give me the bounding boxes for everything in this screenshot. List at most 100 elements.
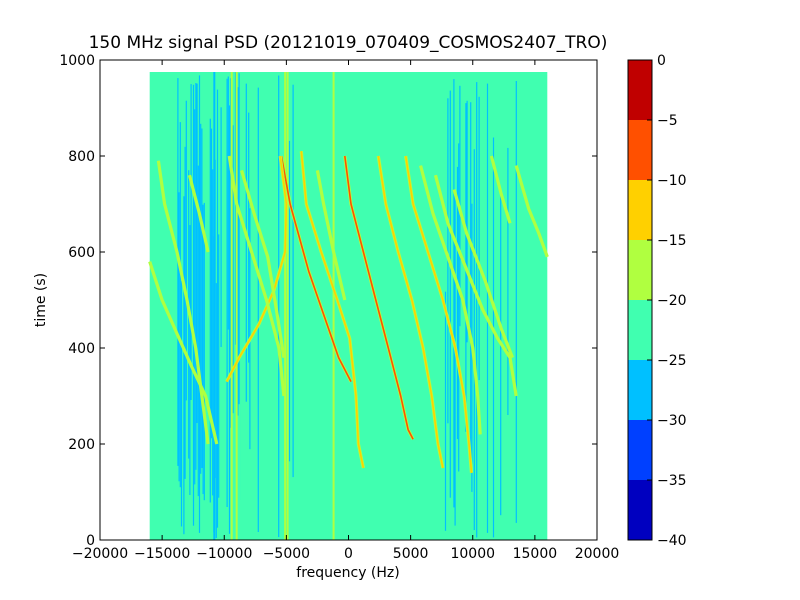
heatmap-streak	[257, 87, 259, 532]
heatmap-streak	[232, 125, 234, 414]
heatmap-streak	[453, 79, 455, 508]
heatmap-streak	[196, 83, 198, 423]
heatmap-streak	[449, 90, 451, 498]
y-tick-label: 1000	[59, 53, 95, 69]
heatmap-streak	[515, 81, 517, 523]
y-tick-label: 200	[68, 437, 95, 453]
heatmap-streak	[198, 75, 201, 533]
heatmap-streak	[179, 122, 181, 488]
doppler-trace	[240, 170, 285, 358]
heatmap-streak	[226, 78, 228, 507]
heatmap-streak	[500, 189, 502, 516]
doppler-trace	[157, 160, 209, 445]
doppler-trace	[300, 151, 365, 469]
colorbar-tick-label: 0	[657, 53, 666, 69]
heatmap-streak	[195, 83, 197, 470]
heatmap-streak	[180, 280, 183, 527]
doppler-trace	[228, 155, 285, 397]
heatmap-streak	[190, 84, 192, 400]
heatmap-streak	[183, 196, 185, 535]
doppler-trace	[515, 165, 549, 258]
doppler-trace	[404, 155, 473, 473]
colorbar-tick-label: −5	[657, 113, 678, 129]
colorbar-swatch	[628, 300, 652, 360]
heatmap-streak	[202, 204, 204, 495]
doppler-trace	[148, 261, 218, 445]
x-axis-ticks: −20000 −15000 −10000 −5000 0 5000 10000 15000 20…	[72, 60, 619, 562]
heatmap-streak	[200, 123, 202, 474]
y-tick-label: 400	[68, 341, 95, 357]
heatmap-streak	[212, 169, 214, 496]
doppler-trace	[490, 155, 511, 224]
doppler-trace	[188, 175, 209, 253]
heatmap-streak	[177, 78, 179, 466]
heatmap-streak	[288, 140, 291, 462]
x-tick-label: 15000	[513, 546, 558, 562]
x-tick-label: −20000	[72, 546, 128, 562]
heatmap-streak	[209, 118, 211, 503]
heatmap-streak	[492, 137, 495, 538]
colorbar-swatch	[628, 120, 652, 180]
heatmap-streak	[473, 149, 475, 531]
heatmap-streak	[466, 100, 468, 343]
signal-traces	[148, 151, 549, 473]
x-axis-label: frequency (Hz)	[296, 565, 399, 581]
heatmap-streak	[234, 72, 237, 345]
x-tick-label: 0	[344, 546, 353, 562]
heatmap-streak	[444, 291, 447, 531]
y-tick-label: 600	[68, 245, 95, 261]
colorbar-swatch	[628, 180, 652, 240]
heatmap-streak	[476, 82, 478, 538]
heatmap-streak	[454, 194, 456, 526]
heatmap-streak	[237, 87, 239, 416]
colorbar-tick-label: −35	[657, 473, 687, 489]
colorbar-swatch	[628, 60, 652, 120]
x-tick-label: 20000	[575, 546, 620, 562]
x-tick-label: 10000	[450, 546, 495, 562]
heatmap-streak	[218, 234, 220, 498]
doppler-trace	[453, 189, 514, 358]
psd-heatmap	[149, 72, 548, 540]
heatmap-streak	[192, 84, 195, 526]
y-tick-label: 800	[68, 149, 95, 165]
y-tick-label: 0	[86, 533, 95, 549]
colorbar-tick-label: −25	[657, 353, 687, 369]
heatmap-streak	[507, 147, 509, 415]
heatmap-streak	[220, 107, 222, 347]
heatmap-streak	[245, 83, 247, 402]
heatmap-streak	[197, 165, 199, 497]
heatmap-streak	[292, 84, 294, 478]
heatmap-streak	[478, 96, 480, 381]
y-axis-ticks: 0 200 400 600 800 1000	[59, 53, 597, 549]
colorbar-swatch	[628, 240, 652, 300]
doppler-trace	[316, 170, 346, 301]
heatmap-streak	[201, 128, 203, 468]
x-tick-label: −15000	[134, 546, 190, 562]
heatmap-streak	[238, 73, 240, 405]
heatmap-streak	[210, 128, 213, 439]
heatmap-streak	[249, 208, 251, 450]
heatmap-streak	[486, 83, 489, 533]
heatmap-streak	[278, 75, 280, 538]
colorbar-tick-label: −40	[657, 533, 687, 549]
colorbar-swatch	[628, 420, 652, 480]
y-axis-label: time (s)	[33, 273, 49, 327]
heatmap-streak	[215, 283, 217, 538]
heatmap-streak	[184, 146, 186, 479]
heatmap-streak	[230, 78, 232, 428]
doppler-trace	[419, 165, 481, 435]
colorbar-swatch	[628, 480, 652, 540]
heatmap-streak	[203, 202, 205, 501]
heatmap-streak	[227, 76, 229, 330]
x-tick-label: 5000	[393, 546, 429, 562]
x-tick-label: −10000	[196, 546, 252, 562]
colorbar: −40 −35 −30 −25 −20 −15 −10 −5 0	[627, 53, 687, 549]
colorbar-tick-label: −10	[657, 173, 687, 189]
doppler-trace	[280, 155, 352, 382]
doppler-trace	[377, 155, 444, 469]
heatmap-streak	[228, 105, 231, 534]
colorbar-tick-label: −15	[657, 233, 687, 249]
heatmap-streak	[456, 166, 459, 440]
x-tick-label: −5000	[263, 546, 310, 562]
